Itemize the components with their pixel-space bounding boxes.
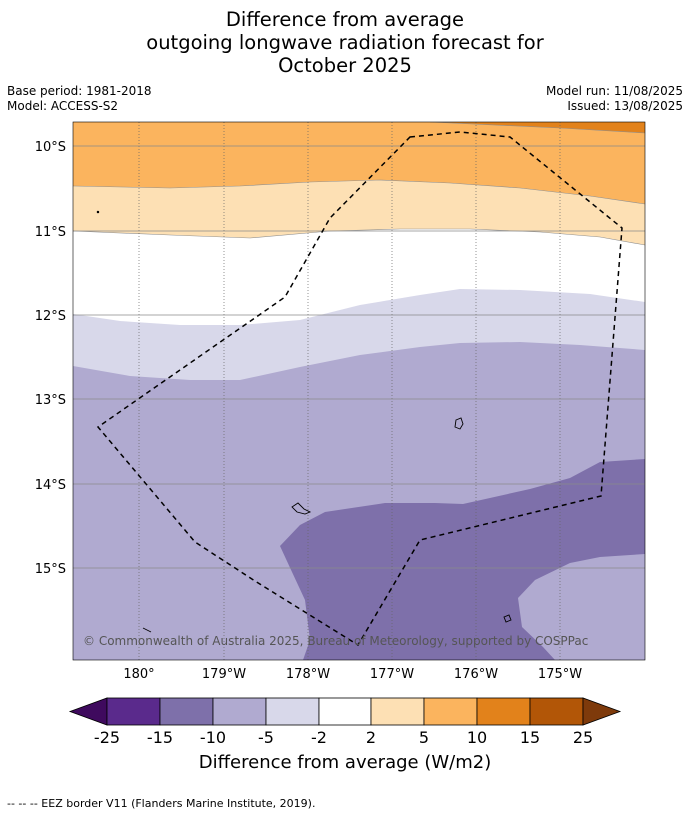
lon-label: 179°W bbox=[202, 667, 246, 682]
islands bbox=[96, 210, 512, 633]
lon-label: 175°W bbox=[538, 667, 582, 682]
colorbar-tick: 2 bbox=[365, 728, 377, 747]
colorbar-segment bbox=[529, 697, 584, 726]
colorbar-segment bbox=[212, 697, 267, 726]
eez-border bbox=[96, 131, 623, 647]
colorbar-segment bbox=[476, 697, 531, 726]
meta-left: Base period: 1981-2018 Model: ACCESS-S2 bbox=[7, 84, 152, 114]
parallel-lines bbox=[73, 145, 645, 569]
lat-label: 12°S bbox=[35, 309, 66, 324]
colorbar-tick: -5 bbox=[258, 728, 274, 747]
colorbar-segment bbox=[106, 697, 161, 726]
colorbar-segment bbox=[318, 697, 372, 726]
lat-label: 10°S bbox=[35, 140, 66, 155]
lat-label: 13°S bbox=[35, 393, 66, 408]
colorbar-tick: -10 bbox=[199, 728, 227, 747]
colorbar-segment bbox=[423, 697, 478, 726]
model-name: Model: ACCESS-S2 bbox=[7, 99, 119, 113]
colorbar-title: Difference from average (W/m2) bbox=[198, 752, 492, 773]
colorbar-extend-low bbox=[68, 697, 108, 726]
colorbar-segment bbox=[159, 697, 214, 726]
colorbar-tick: 5 bbox=[418, 728, 430, 747]
longitude-labels: 180° 179°W 178°W 177°W 176°W 175°W bbox=[123, 667, 582, 682]
colorbar-tick: -2 bbox=[311, 728, 327, 747]
title-line-1: Difference from average bbox=[225, 8, 465, 31]
eez-footnote: -- -- -- EEZ border V11 (Flanders Marine… bbox=[7, 797, 316, 810]
band-medium-purple bbox=[280, 459, 645, 660]
copyright-notice: © Commonwealth of Australia 2025, Bureau… bbox=[83, 634, 588, 648]
base-period: Base period: 1981-2018 bbox=[7, 84, 152, 98]
colorbar bbox=[68, 697, 622, 726]
colorbar-tick: -25 bbox=[93, 728, 121, 747]
title-line-2: outgoing longwave radiation forecast for bbox=[146, 31, 544, 54]
lat-label: 11°S bbox=[35, 225, 66, 240]
colorbar-extend-high bbox=[582, 697, 622, 726]
band-dark-orange bbox=[430, 122, 645, 133]
colorbar-tick: -15 bbox=[146, 728, 174, 747]
meta-right: Model run: 11/08/2025 Issued: 13/08/2025 bbox=[546, 84, 683, 114]
map-plot-area: © Commonwealth of Australia 2025, Bureau… bbox=[73, 122, 645, 660]
band-light-orange bbox=[73, 180, 645, 245]
colorbar-segment bbox=[265, 697, 320, 726]
lon-label: 180° bbox=[123, 667, 154, 682]
latitude-labels: 10°S 11°S 12°S 13°S 14°S 15°S bbox=[35, 140, 66, 577]
map-frame bbox=[72, 121, 646, 661]
title-line-3: October 2025 bbox=[278, 54, 412, 77]
lon-label: 176°W bbox=[454, 667, 498, 682]
model-run: Model run: 11/08/2025 bbox=[545, 84, 683, 98]
lon-label: 177°W bbox=[370, 667, 414, 682]
band-orange bbox=[73, 122, 645, 204]
lat-label: 15°S bbox=[35, 562, 66, 577]
chart-title: Difference from average outgoing longwav… bbox=[0, 8, 690, 77]
lon-label: 178°W bbox=[286, 667, 330, 682]
colorbar-tick: 15 bbox=[519, 728, 541, 747]
colorbar-tick: 25 bbox=[572, 728, 594, 747]
lat-label: 14°S bbox=[35, 478, 66, 493]
issued-date: Issued: 13/08/2025 bbox=[567, 99, 683, 113]
colorbar-segment bbox=[370, 697, 425, 726]
colorbar-tick: 10 bbox=[466, 728, 488, 747]
